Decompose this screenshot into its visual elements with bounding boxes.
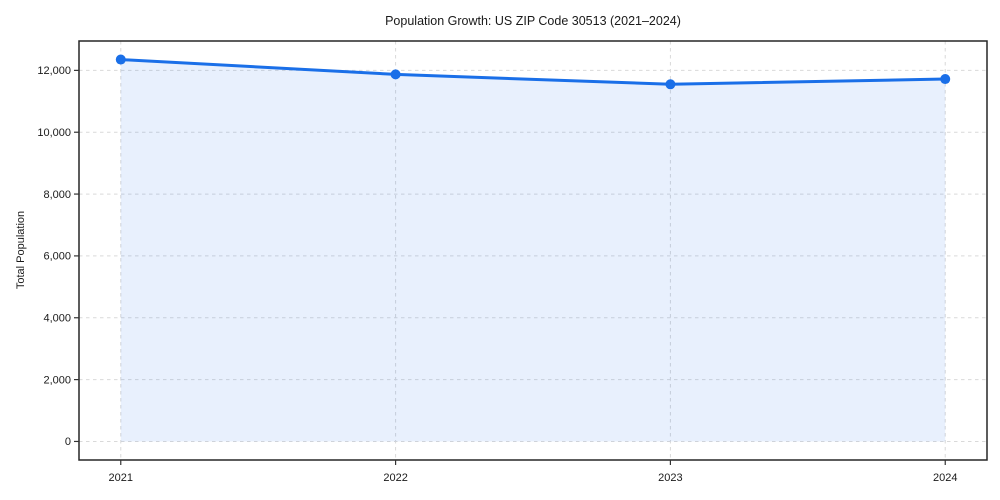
area-fill xyxy=(120,59,946,442)
population-line-series xyxy=(119,58,947,86)
x-tick-label: 2024 xyxy=(933,472,957,484)
y-tick-label: 8,000 xyxy=(43,189,71,201)
y-tick-label: 10,000 xyxy=(37,127,71,139)
data-point-marker xyxy=(115,54,126,65)
axes-spines xyxy=(78,40,988,461)
x-tick-label: 2023 xyxy=(658,472,682,484)
data-point-marker xyxy=(940,74,951,85)
y-tick-label: 2,000 xyxy=(43,374,71,386)
y-tick-label: 4,000 xyxy=(43,313,71,325)
chart-title: Population Growth: US ZIP Code 30513 (20… xyxy=(385,14,681,28)
y-tick-label: 12,000 xyxy=(37,65,71,77)
y-tick-label: 6,000 xyxy=(43,251,71,263)
data-point-marker xyxy=(390,69,401,80)
y-tick-label: 0 xyxy=(65,436,71,448)
data-point-marker xyxy=(665,79,676,90)
x-tick-label: 2022 xyxy=(383,472,407,484)
x-tick-label: 2021 xyxy=(109,472,133,484)
